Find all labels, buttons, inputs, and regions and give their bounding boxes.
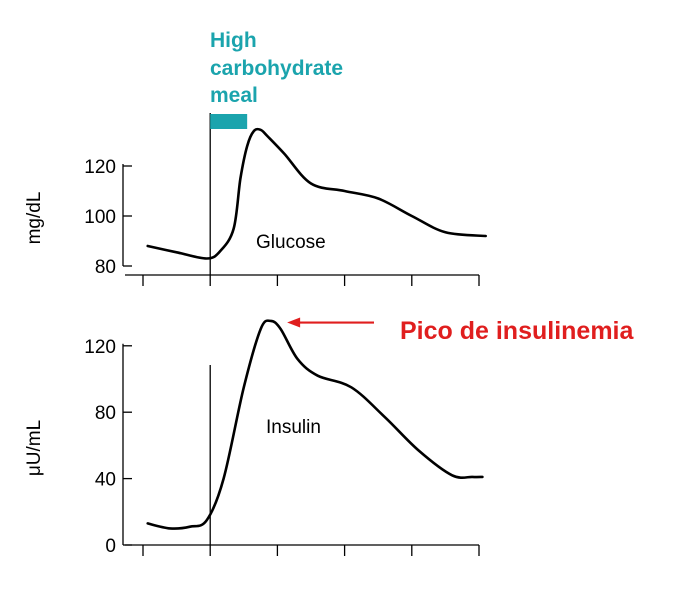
insulin-ytick-label-3: 120	[84, 337, 116, 358]
insulin-series-label: Insulin	[266, 417, 321, 438]
insulin-ytick-label-1: 40	[95, 470, 116, 491]
insulin-axes	[123, 344, 479, 545]
callout-label: Pico de insulinemia	[400, 317, 634, 345]
glucose-panel: 80 100 120 High carbohydrate meal mg/dL Gl…	[24, 29, 486, 286]
glucose-axes	[123, 164, 479, 275]
glucose-ytick-label-2: 120	[84, 157, 116, 178]
insulin-ytick-label-0: 0	[105, 536, 116, 557]
insulin-panel: 0 40 80 120 μU/mL Insulin Pico de insulinem…	[24, 317, 634, 557]
glucose-series-label: Glucose	[256, 232, 326, 253]
glucose-ylabel: mg/dL	[24, 192, 45, 245]
meal-label-line-2: carbohydrate	[210, 57, 343, 80]
insulin-ylabel: μU/mL	[24, 420, 45, 476]
meal-label-line-3: meal	[210, 84, 258, 107]
glucose-ytick-label-1: 100	[84, 207, 116, 228]
insulin-ytick-label-2: 80	[95, 403, 116, 424]
insulin-peak-annotation: Pico de insulinemia	[287, 317, 634, 345]
meal-label-line-1: High	[210, 29, 257, 52]
meal-duration-bar	[210, 114, 247, 129]
insulin-ticks: 0 40 80 120	[84, 337, 479, 557]
callout-arrow-head	[287, 318, 300, 328]
glucose-ytick-label-0: 80	[95, 257, 116, 278]
